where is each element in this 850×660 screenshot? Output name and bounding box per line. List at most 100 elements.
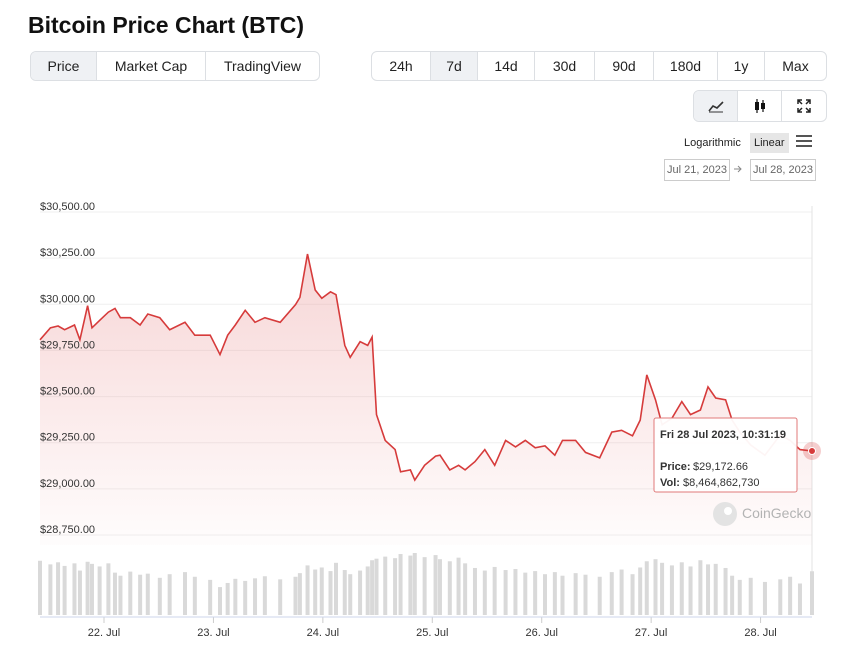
range-button[interactable]: 1y (718, 52, 765, 80)
price-area (40, 254, 812, 545)
volume-bar (730, 575, 735, 615)
volume-bar (72, 563, 77, 615)
candle-icon (754, 99, 765, 113)
volume-bar (437, 559, 442, 615)
watermark: CoinGecko (713, 502, 811, 526)
volume-bar (660, 562, 665, 615)
x-tick-label: 22. Jul (88, 627, 120, 639)
x-tick-label: 25. Jul (416, 627, 448, 639)
tooltip-vol: $8,464,862,730 (683, 477, 759, 489)
y-tick-label: $29,500.00 (40, 386, 95, 398)
y-tick-label: $30,250.00 (40, 247, 95, 259)
volume-bar (365, 566, 370, 615)
y-tick-label: $29,250.00 (40, 432, 95, 444)
tab-button[interactable]: Market Cap (97, 52, 206, 80)
volume-bar (370, 560, 375, 615)
range-button[interactable]: 180d (654, 52, 718, 80)
volume-bar (48, 564, 53, 615)
chart-type-group (693, 90, 827, 122)
volume-bar (619, 569, 624, 615)
volume-bar (374, 558, 379, 615)
volume-bar (472, 567, 477, 615)
volume-bar (573, 573, 578, 615)
volume-bar (737, 579, 742, 615)
tab-button[interactable]: TradingView (223, 58, 302, 74)
x-tick-label: 27. Jul (635, 627, 667, 639)
x-tick-label: 23. Jul (197, 627, 229, 639)
scale-button[interactable]: Linear (750, 133, 789, 153)
volume-bar (492, 566, 497, 615)
volume-bar (225, 582, 230, 615)
volume-bar (342, 570, 347, 615)
tab-button[interactable]: Price (31, 52, 97, 80)
tooltip-vol-label: Vol: (660, 477, 680, 489)
volume-bar (408, 555, 413, 615)
fullscreen-button[interactable] (782, 91, 826, 121)
range-button[interactable]: Max (782, 58, 809, 74)
menu-icon[interactable] (795, 134, 813, 148)
volume-bar (653, 559, 658, 615)
volume-bar (679, 562, 684, 615)
volume-bar (778, 579, 783, 615)
line-chart-button[interactable] (694, 91, 738, 121)
volume-bar (412, 553, 417, 615)
tooltip-price: $29,172.66 (693, 461, 748, 473)
volume-bar (797, 583, 802, 615)
volume-bar (762, 581, 767, 615)
volume-bar (167, 574, 172, 615)
volume-bar (319, 567, 324, 615)
volume-bar (463, 563, 468, 615)
y-tick-label: $29,750.00 (40, 339, 95, 351)
volume-bar (62, 565, 67, 615)
volume-bar (456, 557, 461, 615)
range-button[interactable]: 7d (431, 52, 478, 80)
range-button[interactable]: 30d (535, 52, 595, 80)
volume-bar (609, 572, 614, 615)
volume-bar (348, 574, 353, 615)
volume-bar (748, 577, 753, 615)
volume-bar (433, 555, 438, 615)
volume-bar (383, 556, 388, 615)
volume-bar (513, 569, 518, 615)
range-button[interactable]: 90d (595, 52, 654, 80)
volume-bar (552, 572, 557, 615)
volume-bar (192, 576, 197, 615)
volume-bar (422, 557, 427, 615)
range-button[interactable]: 14d (478, 52, 535, 80)
volume-bar (243, 580, 248, 615)
date-to[interactable]: Jul 28, 2023 (750, 159, 816, 181)
y-tick-label: $28,750.00 (40, 524, 95, 536)
volume-bar (278, 579, 283, 615)
volume-bar (128, 571, 133, 615)
volume-bar (297, 573, 302, 615)
volume-bar (97, 566, 102, 615)
y-tick-label: $29,000.00 (40, 478, 95, 490)
tab-group: Price Market Cap TradingView (30, 51, 320, 81)
range-button[interactable]: 24h (372, 52, 431, 80)
volume-bar (145, 573, 150, 615)
x-tick-label: 24. Jul (307, 627, 339, 639)
volume-bar (583, 574, 588, 615)
volume-bar (328, 571, 333, 615)
volume-bar (638, 567, 643, 615)
volume-bar (77, 570, 82, 615)
volume-bar (262, 576, 267, 615)
volume-bar (398, 554, 403, 615)
volume-bar (723, 567, 728, 615)
date-from[interactable]: Jul 21, 2023 (664, 159, 730, 181)
candlestick-button[interactable] (738, 91, 782, 121)
tooltip: Fri 28 Jul 2023, 10:31:19 Price: $29,172… (653, 417, 798, 493)
volume-bar (644, 561, 649, 615)
volume-bar (393, 558, 398, 615)
volume-bar (706, 564, 711, 615)
volume-bar (56, 562, 61, 615)
y-tick-label: $30,000.00 (40, 293, 95, 305)
scale-button[interactable]: Logarithmic (684, 137, 741, 149)
volume-bar (523, 572, 528, 615)
volume-bar (112, 572, 117, 615)
volume-bar (208, 579, 213, 615)
volume-bar (233, 578, 238, 615)
volume-bar (669, 565, 674, 615)
